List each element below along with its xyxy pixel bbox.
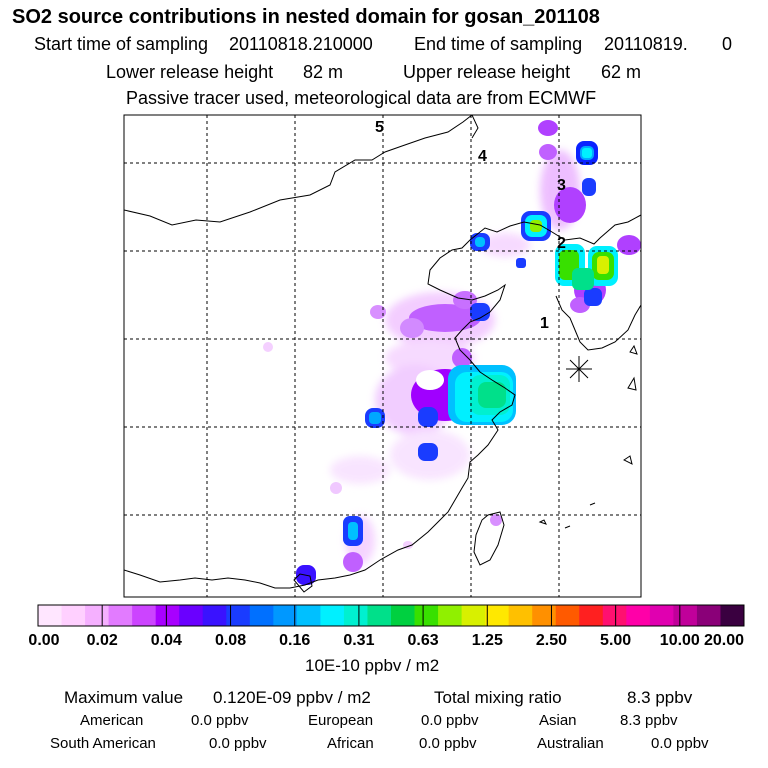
colorbar-ticks <box>37 605 745 626</box>
trajectory-label-3: 3 <box>557 177 566 194</box>
trajectory-label-4: 4 <box>478 148 487 165</box>
colorbar-segment <box>202 605 227 626</box>
colorbar-segment <box>696 605 721 626</box>
colorbar-tick-label: 10.00 <box>659 632 700 649</box>
coastlines <box>124 115 641 593</box>
map-frame <box>123 114 642 598</box>
colorbar-segment <box>579 605 604 626</box>
region-value-american: 0.0 ppbv <box>191 712 249 729</box>
colorbar-segment <box>367 605 392 626</box>
region-value-asian: 8.3 ppbv <box>620 712 678 729</box>
trajectory-label-2: 2 <box>557 235 566 252</box>
lower-release-value: 82 m <box>303 62 344 82</box>
colorbar-segment <box>226 605 251 626</box>
total-mixing-value: 8.3 ppbv <box>627 688 693 707</box>
colorbar-tick-label: 0.04 <box>150 632 182 649</box>
region-value-european: 0.0 ppbv <box>421 712 479 729</box>
colorbar-segment <box>343 605 368 626</box>
region-value-south-american: 0.0 ppbv <box>209 735 267 752</box>
colorbar-segment <box>555 605 580 626</box>
region-name-south-american: South American <box>50 735 156 752</box>
colorbar-segment <box>461 605 486 626</box>
colorbar-segment <box>485 605 510 626</box>
colorbar-tick-label: 20.00 <box>703 632 745 649</box>
region-name-african: African <box>327 735 374 752</box>
tracer-note: Passive tracer used, meteorological data… <box>126 88 597 108</box>
colorbar-tick-label: 0.00 <box>28 632 60 649</box>
colorbar-unit: 10E-10 ppbv / m2 <box>305 656 440 675</box>
colorbar-segment <box>602 605 627 626</box>
colorbar-tick-label: 0.63 <box>407 632 439 649</box>
total-mixing-label: Total mixing ratio <box>434 688 562 707</box>
colorbar-segment <box>626 605 651 626</box>
colorbar-segment <box>85 605 109 626</box>
end-time-value-tail: 0 <box>722 34 733 54</box>
region-name-asian: Asian <box>539 712 577 729</box>
colorbar-tick-label: 2.50 <box>535 632 568 649</box>
colorbar-segment <box>414 605 439 626</box>
colorbar-segment <box>649 605 674 626</box>
colorbar-segment <box>155 605 180 626</box>
colorbar-segment <box>720 605 745 626</box>
colorbar-tick-label: 0.31 <box>343 632 375 649</box>
colorbar-segment <box>38 605 62 626</box>
tracer-blobs-cyan-green <box>448 148 618 425</box>
colorbar-segment <box>249 605 274 626</box>
colorbar-tick-label: 1.25 <box>471 632 503 649</box>
colorbar-tick-label: 0.08 <box>214 632 247 649</box>
region-name-american: American <box>80 712 144 729</box>
trajectory-label-5: 5 <box>375 119 384 136</box>
colorbar-tick-label: 0.02 <box>86 632 118 649</box>
star-receptor-icon <box>566 356 592 382</box>
end-time-label: End time of sampling <box>414 34 583 54</box>
colorbar-segment <box>532 605 557 626</box>
colorbar <box>37 604 745 627</box>
max-value: 0.120E-09 ppbv / m2 <box>213 688 371 707</box>
colorbar-segment <box>132 605 157 626</box>
region-name-australian: Australian <box>537 735 604 752</box>
colorbar-segment <box>391 605 415 626</box>
colorbar-segment <box>273 605 298 626</box>
region-name-european: European <box>308 712 374 729</box>
region-value-african: 0.0 ppbv <box>419 735 477 752</box>
upper-release-label: Upper release height <box>403 62 571 82</box>
upper-release-value: 62 m <box>601 62 642 82</box>
colorbar-tick-label: 5.00 <box>600 632 632 649</box>
lower-release-label: Lower release height <box>106 62 274 82</box>
colorbar-tick-label: 0.16 <box>279 632 311 649</box>
start-time-label: Start time of sampling <box>34 34 209 54</box>
colorbar-segment <box>673 605 698 626</box>
max-value-label: Maximum value <box>64 688 184 707</box>
start-time-value: 20110818.210000 <box>229 34 373 54</box>
colorbar-segment <box>508 605 533 626</box>
colorbar-segment <box>179 605 204 626</box>
map-area <box>124 115 641 597</box>
grid-lines <box>124 115 641 597</box>
figure-title: SO2 source contributions in nested domai… <box>12 6 600 28</box>
colorbar-segment <box>438 605 462 626</box>
end-time-value: 20110819. <box>604 34 688 54</box>
colorbar-segment <box>108 605 133 626</box>
colorbar-segment <box>296 605 321 626</box>
trajectory-label-1: 1 <box>540 315 549 332</box>
colorbar-segment <box>61 605 86 626</box>
colorbar-segment <box>320 605 345 626</box>
region-value-australian: 0.0 ppbv <box>651 735 709 752</box>
